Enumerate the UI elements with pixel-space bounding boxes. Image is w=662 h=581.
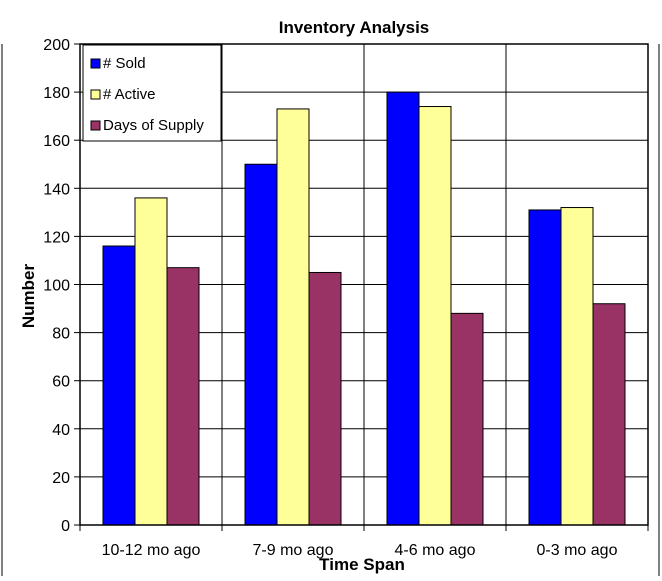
x-tick-label: 7-9 mo ago	[253, 542, 334, 559]
y-tick-label: 40	[52, 422, 70, 439]
bar-days-of-supply	[166, 267, 200, 526]
bar-days-of-supply	[308, 271, 342, 526]
x-tick-label: 0-3 mo ago	[537, 542, 618, 559]
legend-swatch	[90, 120, 101, 131]
chart-title: Inventory Analysis	[279, 18, 430, 37]
x-axis-ticks: 10-12 mo ago 7-9 mo ago 4-6 mo ago 0-3 mo a…	[79, 525, 649, 559]
y-axis-label: Number	[19, 264, 38, 329]
y-tick-label: 80	[52, 326, 70, 343]
bar-days-of-supply	[592, 303, 626, 526]
legend-label: # Sold	[103, 55, 146, 72]
bar-sold	[528, 209, 562, 526]
y-tick-label: 200	[43, 37, 70, 54]
legend-box	[82, 44, 222, 142]
bar-sold	[244, 163, 278, 526]
bars	[102, 91, 626, 526]
y-tick-label: 100	[43, 278, 70, 295]
legend-label: Days of Supply	[103, 117, 204, 134]
bar-active	[276, 108, 310, 526]
bar-active	[560, 207, 594, 526]
legend-swatch	[90, 89, 101, 100]
legend-swatch	[90, 58, 101, 69]
y-tick-label: 120	[43, 229, 70, 246]
y-tick-label: 160	[43, 133, 70, 150]
bar-days-of-supply	[450, 312, 484, 526]
y-tick-label: 0	[61, 518, 70, 535]
x-axis-label: Time Span	[319, 555, 405, 574]
y-tick-label: 140	[43, 181, 70, 198]
x-tick-label: 10-12 mo ago	[102, 542, 201, 559]
bar-sold	[102, 245, 136, 526]
y-tick-label: 180	[43, 85, 70, 102]
bar-sold	[386, 91, 420, 526]
bar-active	[134, 197, 168, 526]
y-tick-label: 60	[52, 374, 70, 391]
y-tick-label: 20	[52, 470, 70, 487]
legend: # Sold # Active Days of Supply	[82, 44, 222, 142]
bar-active	[418, 106, 452, 526]
legend-label: # Active	[103, 86, 156, 103]
y-axis-ticks: 0 20 40 60 80 100 120 140 160 180 200	[43, 37, 80, 535]
x-tick-label: 4-6 mo ago	[395, 542, 476, 559]
